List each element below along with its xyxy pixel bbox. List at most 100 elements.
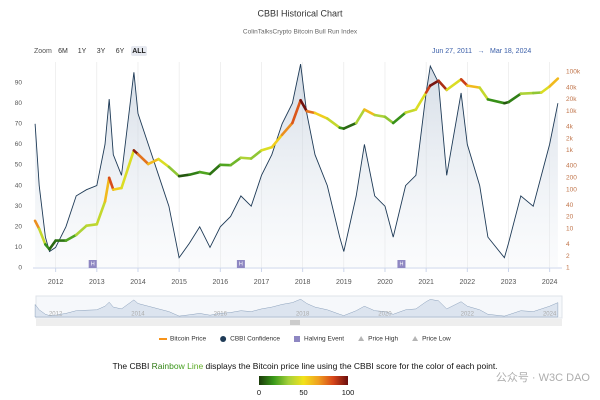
- y-tick-label: 10: [15, 244, 23, 251]
- price-segment: [326, 117, 341, 129]
- y2-tick-label: 20: [566, 214, 574, 221]
- zoom-button[interactable]: 6M: [58, 48, 68, 55]
- y2-tick-label: 1k: [566, 147, 574, 154]
- price-segment: [459, 78, 469, 87]
- price-segment: [540, 85, 551, 94]
- price-segment: [120, 149, 136, 190]
- price-segment: [270, 133, 284, 149]
- legend-swatch: [358, 336, 365, 341]
- legend-label: Halving Event: [304, 336, 344, 343]
- zoom-button[interactable]: 6Y: [116, 48, 125, 55]
- zoom-button[interactable]: 3Y: [97, 48, 106, 55]
- y2-tick-label: 4: [566, 241, 570, 248]
- range-to[interactable]: Mar 18, 2024: [490, 48, 531, 55]
- y-tick-label: 50: [15, 162, 23, 169]
- price-segment: [111, 186, 123, 191]
- y2-tick-label: 1: [566, 265, 570, 272]
- legend-label: CBBI Confidence: [230, 336, 280, 343]
- price-segment: [373, 113, 387, 119]
- price-segment: [305, 109, 317, 115]
- price-segment: [85, 223, 99, 227]
- legend-item[interactable]: Bitcoin Price: [159, 336, 207, 343]
- price-segment: [391, 111, 407, 125]
- price-segment: [428, 79, 440, 87]
- caption-part: displays the Bitcoin price line using th…: [203, 361, 497, 371]
- price-segment: [177, 173, 191, 178]
- legend-label: Price Low: [422, 336, 451, 343]
- price-segment: [437, 79, 449, 92]
- scrollbar-thumb[interactable]: [290, 320, 300, 325]
- y2-tick-label: 20k: [566, 96, 577, 103]
- legend-item[interactable]: Price High: [358, 336, 398, 343]
- y-tick-label: 80: [15, 100, 23, 107]
- price-segment: [280, 121, 294, 137]
- range-arrow: →: [478, 48, 485, 55]
- caption: The CBBI Rainbow Line displays the Bitco…: [112, 361, 497, 371]
- price-segment: [424, 84, 432, 94]
- x-tick-label: 2021: [418, 279, 434, 286]
- y2-tick-label: 2: [566, 253, 570, 260]
- y2-tick-label: 200: [566, 175, 577, 182]
- halving-marker-label: H: [239, 261, 243, 267]
- chart-title: CBBI Historical Chart: [257, 8, 343, 18]
- x-tick-label: 2014: [130, 279, 146, 286]
- y-tick-label: 20: [15, 224, 23, 231]
- caption-part: Rainbow Line: [152, 361, 204, 371]
- legend-label: Price High: [368, 336, 398, 343]
- price-segment: [299, 98, 309, 113]
- y2-tick-label: 100k: [566, 69, 581, 76]
- navigator-label: 2024: [543, 312, 557, 318]
- x-tick-label: 2015: [171, 279, 187, 286]
- caption-part: The CBBI: [112, 361, 151, 371]
- price-segment: [64, 233, 78, 242]
- price-segment: [404, 108, 418, 114]
- y-tick-label: 70: [15, 121, 23, 128]
- y2-tick-label: 10: [566, 226, 574, 233]
- y-tick-label: 30: [15, 203, 23, 210]
- navigator-area: [34, 298, 559, 318]
- y-tick-label: 40: [15, 182, 23, 189]
- price-segment: [548, 77, 560, 88]
- price-segment: [33, 219, 41, 231]
- halving-marker: [88, 260, 97, 268]
- price-segment: [291, 98, 302, 125]
- y2-tick-label: 40: [566, 202, 574, 209]
- price-segment: [531, 91, 543, 95]
- zoom-button[interactable]: 1Y: [78, 48, 87, 55]
- price-segment: [249, 149, 263, 160]
- x-tick-label: 2012: [48, 279, 64, 286]
- legend-swatch: [294, 336, 300, 342]
- zoom-button[interactable]: ALL: [132, 48, 146, 55]
- watermark: 公众号 · W3C DAO: [496, 371, 591, 384]
- price-segment: [313, 111, 329, 120]
- range-from[interactable]: Jun 27, 2011: [432, 48, 472, 55]
- price-segment: [107, 176, 115, 191]
- price-segment: [486, 98, 506, 105]
- halving-marker: [236, 260, 245, 268]
- y2-tick-label: 100: [566, 186, 577, 193]
- y-tick-label: 0: [18, 265, 22, 272]
- legend-item[interactable]: CBBI Confidence: [220, 336, 280, 343]
- price-segment: [445, 78, 463, 92]
- legend-item[interactable]: Halving Event: [294, 336, 344, 343]
- zoom-button-bg: [131, 46, 147, 56]
- price-segment: [74, 224, 88, 237]
- legend-item[interactable]: Price Low: [412, 336, 451, 343]
- y-tick-label: 90: [15, 79, 23, 86]
- colorbar-tick-label: 50: [299, 388, 307, 397]
- halving-marker: [397, 260, 406, 268]
- navigator-label: 2020: [378, 312, 392, 318]
- navigator-label: 2018: [296, 312, 310, 318]
- price-segment: [239, 156, 253, 160]
- price-segment: [507, 92, 523, 104]
- navigator-label: 2016: [214, 312, 228, 318]
- navigator-label: 2014: [131, 312, 145, 318]
- price-segment: [188, 170, 202, 176]
- price-segment: [229, 156, 243, 167]
- y2-tick-label: 4k: [566, 124, 574, 131]
- y2-tick-label: 400: [566, 163, 577, 170]
- cbbi-line: [34, 64, 559, 259]
- cbbi-area: [35, 64, 558, 268]
- legend-swatch: [412, 336, 419, 341]
